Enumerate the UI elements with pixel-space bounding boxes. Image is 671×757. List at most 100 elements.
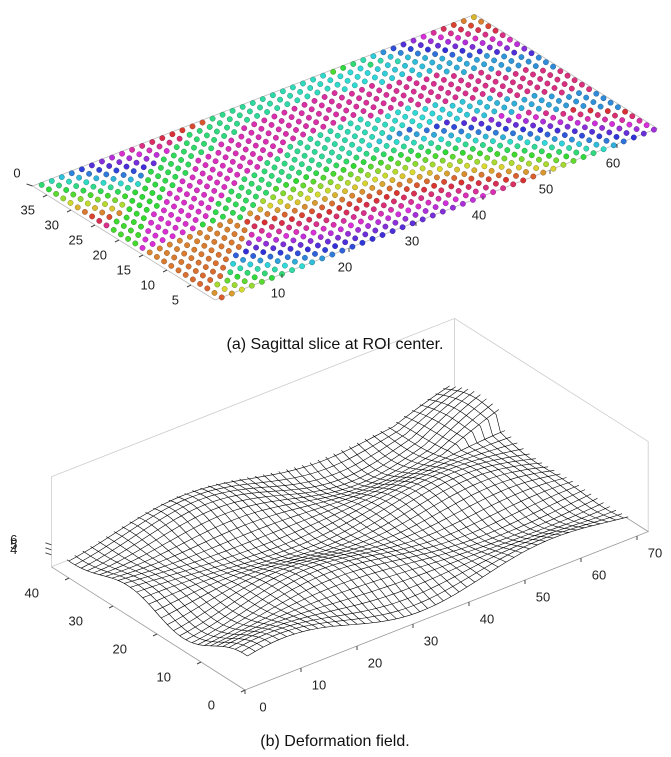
sphere	[312, 250, 318, 257]
sphere	[243, 248, 249, 255]
sphere	[386, 185, 393, 192]
sphere	[414, 50, 421, 57]
sphere	[136, 202, 143, 209]
sphere	[446, 60, 453, 66]
sphere	[476, 99, 483, 106]
sphere	[546, 152, 552, 159]
sphere	[513, 122, 519, 128]
sphere	[363, 150, 370, 157]
sphere	[192, 268, 199, 274]
sphere	[210, 268, 216, 275]
sphere	[330, 119, 337, 126]
sphere	[351, 133, 358, 140]
mesh-line	[341, 449, 522, 554]
sphere	[216, 171, 223, 178]
sphere	[399, 173, 406, 180]
sphere	[261, 117, 268, 124]
mesh-line	[380, 430, 562, 536]
sphere	[319, 204, 325, 211]
sphere	[271, 113, 278, 120]
sphere	[255, 236, 262, 243]
sphere	[339, 247, 346, 254]
sphere	[268, 223, 275, 230]
sphere	[459, 149, 466, 156]
sphere	[248, 129, 255, 136]
mesh-line	[145, 512, 326, 628]
mesh-line	[154, 458, 536, 612]
sphere	[498, 113, 505, 119]
sphere	[237, 163, 243, 170]
sphere	[400, 194, 407, 201]
sphere	[192, 217, 199, 223]
sphere	[397, 151, 404, 158]
sphere	[290, 237, 297, 244]
sphere	[425, 97, 431, 104]
sphere	[296, 220, 302, 227]
sphere	[172, 173, 179, 180]
mesh-line	[427, 399, 609, 523]
sphere	[267, 253, 274, 260]
sphere	[229, 209, 236, 216]
sphere	[485, 176, 492, 183]
sphere	[191, 195, 198, 202]
sphere	[367, 214, 374, 221]
sphere	[521, 96, 528, 103]
sphere	[416, 122, 423, 129]
sphere	[510, 79, 516, 86]
sphere	[169, 233, 176, 240]
sphere	[515, 62, 522, 69]
sphere	[379, 181, 386, 187]
sphere	[337, 73, 344, 80]
sphere	[313, 119, 319, 126]
sphere	[337, 175, 344, 182]
sphere	[314, 191, 321, 198]
y-tick	[42, 194, 48, 198]
sphere	[228, 137, 235, 144]
sphere	[175, 216, 182, 223]
sphere	[251, 121, 258, 128]
sphere	[274, 105, 281, 112]
sphere	[293, 229, 300, 235]
sphere	[465, 31, 471, 37]
sphere	[303, 225, 310, 232]
sphere	[348, 90, 355, 97]
mesh-line	[262, 474, 444, 602]
sphere	[186, 131, 193, 138]
sphere	[276, 228, 282, 235]
sphere	[460, 69, 467, 76]
sphere	[297, 139, 304, 146]
sphere	[492, 27, 499, 34]
sphere	[504, 147, 511, 154]
sphere	[478, 18, 484, 25]
sphere	[294, 199, 301, 206]
sphere	[423, 127, 430, 134]
y-tick	[152, 633, 158, 637]
sphere	[402, 62, 408, 69]
sphere	[209, 166, 216, 173]
sphere	[393, 88, 400, 94]
sphere	[544, 131, 551, 138]
sphere	[296, 169, 302, 176]
sphere	[320, 123, 327, 130]
sphere	[314, 140, 321, 147]
sphere	[168, 160, 174, 167]
y-tick-label: 30	[69, 613, 83, 628]
sphere	[76, 174, 83, 181]
sphere	[651, 126, 657, 133]
sphere	[344, 179, 351, 186]
sphere	[507, 87, 513, 94]
sphere	[340, 166, 347, 173]
sphere	[405, 207, 412, 214]
sphere	[103, 222, 110, 229]
sphere	[206, 124, 213, 130]
sphere	[462, 192, 469, 199]
sphere	[201, 140, 207, 147]
sphere	[281, 211, 288, 218]
sphere	[389, 177, 396, 184]
sphere	[428, 140, 434, 147]
sphere	[440, 77, 447, 83]
sphere	[447, 30, 454, 37]
z-tick	[45, 547, 52, 551]
sphere	[291, 207, 298, 214]
sphere	[406, 75, 413, 82]
